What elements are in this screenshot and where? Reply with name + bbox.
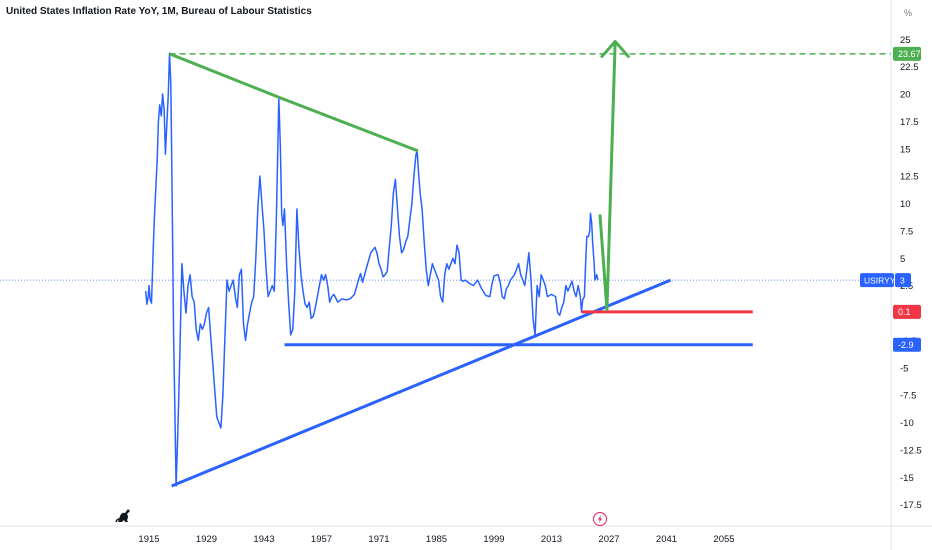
y-tick-label: -7.5 (900, 391, 916, 402)
symbol-value: 3 (900, 275, 905, 285)
x-tick-label: 1985 (426, 534, 447, 545)
x-tick-label: 2041 (656, 534, 677, 545)
price-label-badge: 0.1 (893, 304, 921, 319)
green-arrow[interactable] (598, 41, 617, 312)
tradingview-logo-icon[interactable] (115, 509, 130, 523)
y-tick-label: 5 (900, 254, 905, 265)
x-tick-label: 2027 (598, 534, 619, 545)
price-label-background (893, 304, 921, 319)
green-arrow-head (600, 39, 631, 59)
series-line-usiryy[interactable] (144, 52, 599, 487)
y-tick-label: 10 (900, 199, 911, 210)
y-tick-label: -15 (900, 473, 914, 484)
price-label-text: 23.67 (898, 49, 921, 59)
y-tick-label: 7.5 (900, 226, 913, 237)
y-tick-label: -12.5 (900, 445, 922, 456)
x-tick-label: 2013 (541, 534, 562, 545)
y-tick-label: -17.5 (900, 500, 922, 511)
y-tick-label: 20 (900, 90, 911, 101)
y-tick-label: -5 (900, 363, 908, 374)
x-tick-label: 1943 (253, 534, 274, 545)
blue-support-line[interactable] (171, 278, 672, 488)
symbol-name: USIRYY (864, 275, 896, 285)
price-labels: 23.67 0.1 -2.9 USIRYY 3 (860, 46, 921, 352)
price-label-background (893, 46, 921, 61)
x-tick-label: 1971 (368, 534, 389, 545)
symbol-value-background (895, 273, 911, 288)
lightning-event-icon[interactable] (593, 512, 607, 526)
y-tick-label: 15 (900, 144, 911, 155)
price-label-text: 0.1 (898, 307, 911, 317)
price-label-background (893, 337, 921, 352)
price-axis-unit: % (903, 8, 912, 18)
symbol-label[interactable]: USIRYY 3 (860, 273, 911, 288)
plot-area[interactable] (0, 39, 891, 488)
x-tick-label: 2055 (713, 534, 734, 545)
price-label-text: -2.9 (898, 340, 914, 350)
x-tick-label: 1999 (483, 534, 504, 545)
symbol-label-background (860, 273, 894, 288)
green-trendline[interactable] (168, 52, 419, 153)
y-tick-label: 22.5 (900, 62, 919, 73)
x-tick-label: 1929 (196, 534, 217, 545)
x-tick-label: 1915 (138, 534, 159, 545)
y-tick-label: 17.5 (900, 117, 919, 128)
price-label-badge: -2.9 (893, 337, 921, 352)
price-label-badge: 23.67 (893, 46, 921, 61)
x-tick-label: 1957 (311, 534, 332, 545)
y-tick-label: 25 (900, 35, 911, 46)
y-tick-label: 12.5 (900, 172, 919, 183)
chart-title: United States Inflation Rate YoY, 1M, Bu… (6, 6, 312, 17)
y-tick-label: -10 (900, 418, 914, 429)
